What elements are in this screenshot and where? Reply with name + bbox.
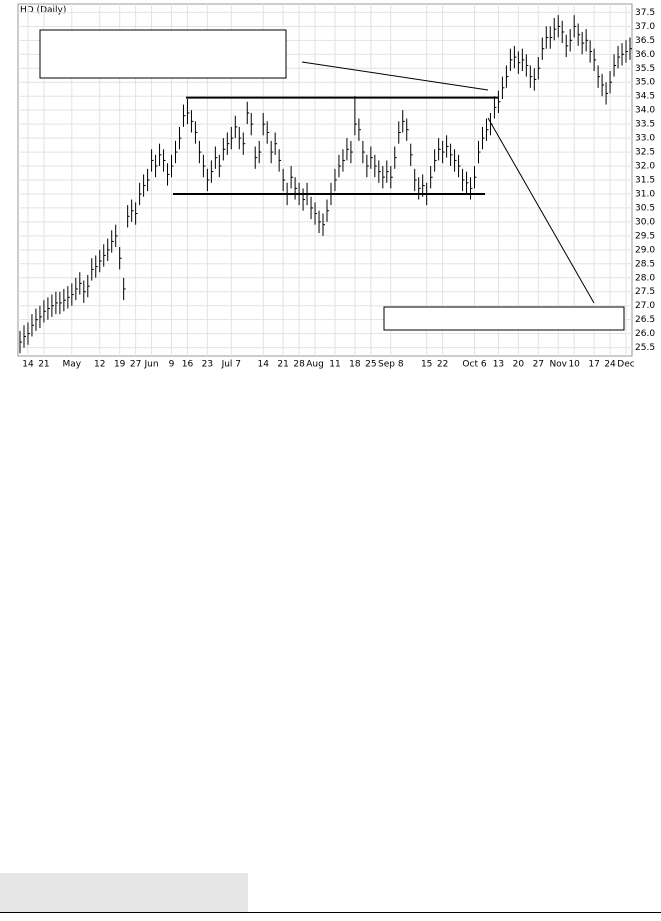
x-tick-label: Aug: [306, 360, 324, 370]
x-tick-label: 12: [94, 360, 105, 370]
y-tick-label: 32.0: [635, 162, 655, 172]
y-tick-label: 26.5: [635, 315, 655, 325]
y-tick-label: 29.0: [635, 245, 655, 255]
y-tick-label: 34.5: [635, 92, 655, 102]
y-tick-label: 33.5: [635, 120, 655, 130]
y-tick-label: 29.5: [635, 231, 655, 241]
y-tick-label: 32.5: [635, 148, 655, 158]
x-tick-label: 9: [169, 360, 175, 370]
x-tick-label: 21: [38, 360, 49, 370]
x-tick-label: 20: [513, 360, 525, 370]
x-tick-label: 19: [114, 360, 126, 370]
y-tick-label: 35.5: [635, 64, 655, 74]
x-tick-label: 16: [182, 360, 194, 370]
chart-title: HD (Daily): [20, 6, 66, 16]
y-tick-label: 30.0: [635, 217, 655, 227]
pointer-line: [301, 61, 489, 91]
y-tick-label: 37.5: [635, 8, 655, 18]
y-tick-label: 34.0: [635, 106, 655, 116]
pointer-line: [487, 117, 595, 304]
y-tick-label: 27.5: [635, 287, 655, 297]
y-tick-label: 30.5: [635, 203, 655, 213]
x-tick-label: 22: [437, 360, 448, 370]
y-tick-label: 25.5: [635, 343, 655, 353]
y-tick-label: 33.0: [635, 134, 655, 144]
y-tick-label: 31.5: [635, 176, 655, 186]
x-tick-label: 28: [293, 360, 305, 370]
y-tick-label: 28.0: [635, 273, 655, 283]
x-tick-label: Jun: [144, 360, 159, 370]
x-tick-label: 14: [22, 360, 34, 370]
x-tick-label: Oct 6: [462, 360, 486, 370]
x-tick-label: Nov: [549, 360, 567, 370]
annotation-box: [39, 29, 287, 79]
y-tick-label: 36.0: [635, 50, 655, 60]
annotation-box: [383, 306, 625, 331]
y-tick-label: 35.0: [635, 78, 655, 88]
y-tick-label: 27.0: [635, 301, 655, 311]
x-tick-label: Sep 8: [378, 360, 404, 370]
x-tick-label: May: [63, 360, 82, 370]
x-tick-label: 24: [604, 360, 616, 370]
x-tick-label: 21: [277, 360, 288, 370]
x-tick-label: Jul 7: [221, 360, 241, 370]
x-tick-label: 17: [588, 360, 599, 370]
x-tick-label: 27: [533, 360, 544, 370]
footer-block: [0, 873, 248, 912]
x-tick-label: 10: [568, 360, 580, 370]
x-tick-label: 11: [329, 360, 340, 370]
y-tick-label: 36.5: [635, 36, 655, 46]
y-tick-label: 28.5: [635, 259, 655, 269]
y-tick-label: 37.0: [635, 22, 655, 32]
x-tick-label: 13: [493, 360, 504, 370]
y-tick-label: 26.0: [635, 329, 655, 339]
x-tick-label: 27: [130, 360, 141, 370]
x-tick-label: 18: [349, 360, 361, 370]
x-tick-label: 15: [421, 360, 432, 370]
x-tick-label: 23: [202, 360, 213, 370]
x-tick-label: 25: [365, 360, 376, 370]
marks: 25.5 26.0 26.5 27.0 27.5 28.0 28.5 29.0 29.5 30.0…: [18, 4, 655, 370]
x-tick-label: Dec: [617, 360, 634, 370]
x-tick-label: 14: [257, 360, 269, 370]
y-tick-label: 31.0: [635, 189, 655, 199]
